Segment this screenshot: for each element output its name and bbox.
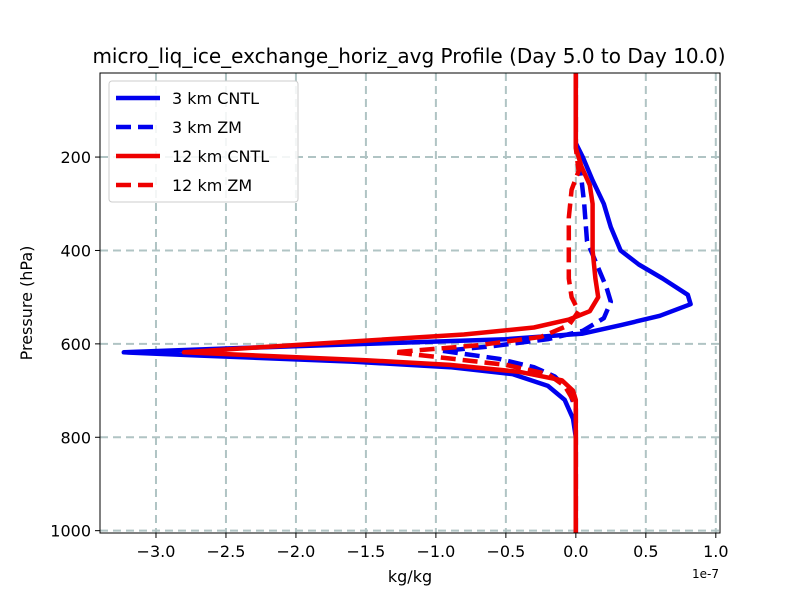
series-line-12-km-zm [391,73,581,533]
x-tick-label: 0.0 [563,542,588,561]
axes-frame [99,72,721,534]
chart-title: micro_liq_ice_exchange_horiz_avg Profile… [92,44,725,68]
legend-label: 3 km CNTL [172,89,259,108]
y-tick-label: 400 [60,241,91,260]
x-tick-label: 1.0 [703,542,728,561]
legend-label: 3 km ZM [172,118,242,137]
x-tick-label: −3.0 [137,542,176,561]
x-tick-label: −1.0 [416,542,455,561]
x-ticks: −3.0 −2.5 −2.0 −1.5 −1.0 −0.5 0.0 0.5 1.0 [137,533,729,561]
legend-box [108,80,299,203]
legend: 3 km CNTL 3 km ZM 12 km CNTL 12 km ZM [108,80,299,203]
y-tick-label: 1000 [50,522,91,541]
y-tick-label: 600 [60,335,91,354]
series-line-12-km-cntl [181,73,601,533]
legend-label: 12 km CNTL [172,147,269,166]
x-tick-label: −0.5 [486,542,525,561]
x-tick-label: −2.0 [277,542,316,561]
y-ticks: 200 400 600 800 1000 [50,148,100,541]
x-tick-label: −1.5 [346,542,385,561]
data-lines [121,73,693,533]
x-axis-label: kg/kg [388,567,432,586]
legend-label: 12 km ZM [172,176,252,195]
series-line-3-km-zm [440,73,614,533]
x-tick-label: 0.5 [633,542,658,561]
x-offset-label: 1e-7 [692,567,719,581]
y-tick-label: 200 [60,148,91,167]
y-axis-label: Pressure (hPa) [17,246,36,361]
series-line-3-km-cntl [121,73,693,533]
y-tick-label: 800 [60,428,91,447]
x-tick-label: −2.5 [207,542,246,561]
